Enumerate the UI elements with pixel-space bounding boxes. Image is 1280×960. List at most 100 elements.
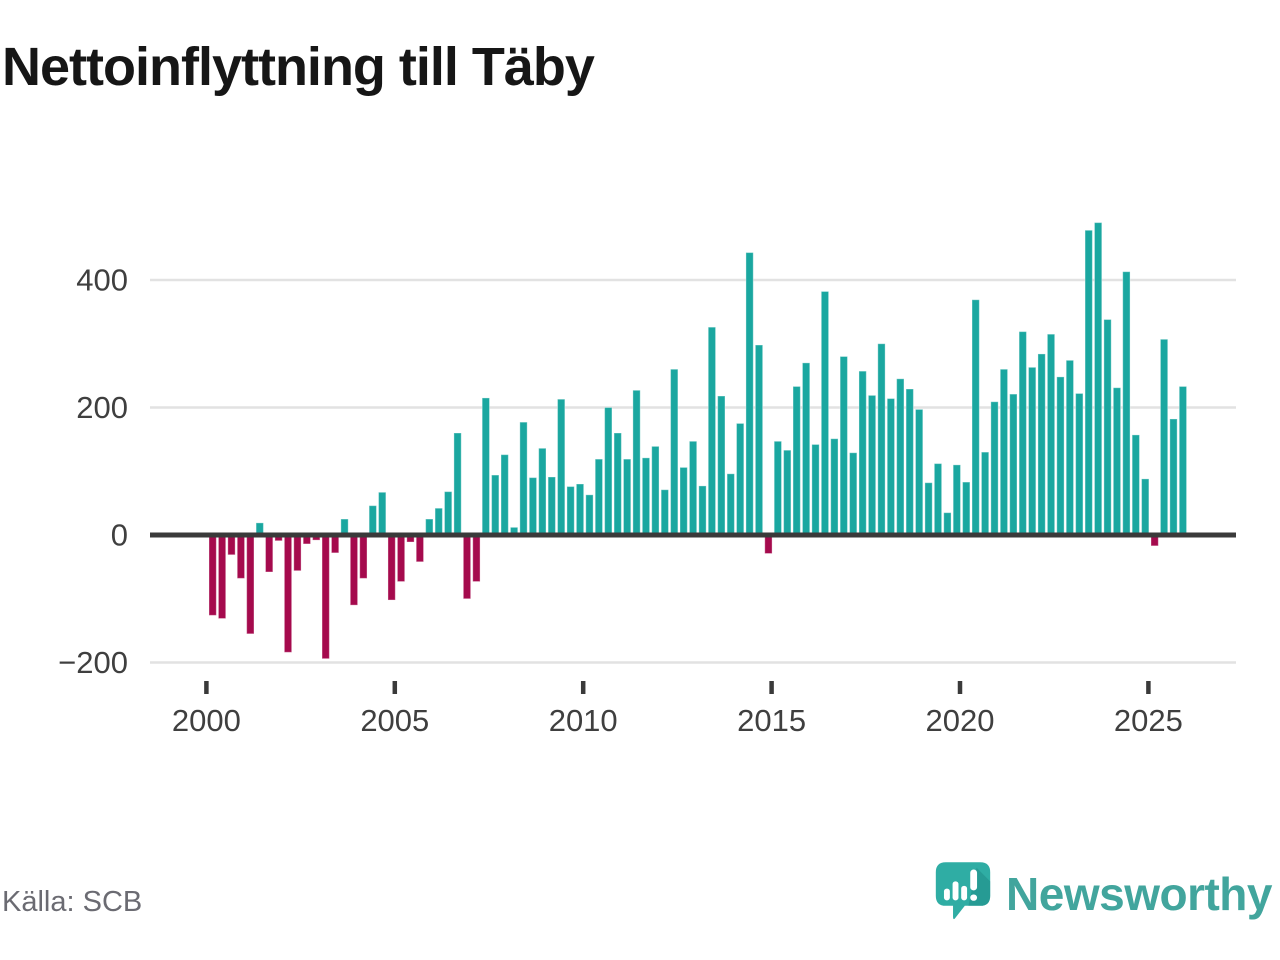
- data-bar: [217, 534, 227, 620]
- data-bar: [1169, 418, 1178, 536]
- newsworthy-logo-icon: [935, 862, 991, 920]
- data-bar: [830, 438, 839, 536]
- data-bar: [764, 534, 773, 554]
- data-bar: [933, 463, 943, 536]
- data-bar: [698, 485, 707, 536]
- data-bar: [1046, 333, 1056, 536]
- data-bar: [849, 452, 858, 536]
- data-bar: [359, 534, 368, 579]
- data-bar: [444, 491, 453, 536]
- y-axis-tick-label: 0: [111, 518, 128, 553]
- data-bar: [236, 534, 246, 579]
- data-bar: [557, 398, 566, 536]
- x-axis-tick-label: 2000: [172, 703, 241, 738]
- source-note: Källa: SCB: [2, 886, 143, 918]
- data-bar: [472, 534, 481, 583]
- data-bar: [481, 397, 490, 536]
- data-bar: [246, 534, 255, 635]
- data-bar: [1084, 229, 1093, 536]
- data-bar: [877, 343, 886, 536]
- data-bar: [349, 534, 359, 606]
- data-bar: [736, 422, 745, 536]
- data-bar: [896, 378, 905, 536]
- data-bar: [462, 534, 472, 600]
- data-bar: [415, 534, 425, 563]
- data-bar: [745, 252, 754, 536]
- data-bar: [801, 362, 811, 536]
- data-bar: [839, 356, 848, 536]
- data-bar: [886, 398, 896, 536]
- data-bar: [1093, 222, 1103, 536]
- data-bar: [566, 486, 575, 536]
- data-bar: [924, 482, 933, 536]
- data-bar: [707, 326, 717, 536]
- data-bar: [820, 290, 830, 536]
- data-bar: [1141, 478, 1150, 536]
- data-bar: [538, 447, 547, 536]
- data-bar: [622, 458, 632, 536]
- logo-exclamation-stroke: [970, 869, 978, 891]
- data-bar: [1037, 353, 1046, 536]
- data-bar: [585, 494, 594, 536]
- data-bar: [670, 368, 679, 536]
- data-bar: [632, 389, 641, 536]
- logo-exclamation-dot: [970, 894, 978, 901]
- data-bar: [867, 394, 877, 536]
- data-bar: [528, 477, 538, 536]
- data-bar: [378, 491, 387, 536]
- data-bar: [943, 512, 952, 536]
- data-bar: [679, 466, 688, 536]
- data-bar: [396, 534, 406, 583]
- data-bar: [330, 534, 340, 554]
- data-bar: [688, 440, 698, 536]
- data-bar: [227, 534, 236, 556]
- data-bar: [500, 454, 509, 536]
- brand-wordmark: Newsworthy: [1006, 868, 1272, 920]
- data-bar: [604, 407, 613, 536]
- y-axis-tick-label: 200: [76, 390, 128, 425]
- data-bar: [453, 432, 462, 536]
- data-bar: [754, 344, 764, 536]
- data-bar: [387, 534, 396, 601]
- x-axis-tick-label: 2010: [549, 703, 618, 738]
- data-bar: [1103, 319, 1112, 536]
- data-bar: [208, 534, 217, 616]
- data-bar: [575, 483, 585, 536]
- data-bar: [980, 451, 990, 536]
- data-bar: [952, 464, 961, 536]
- x-axis-tick-label: 2025: [1114, 703, 1183, 738]
- logo-chart-bar: [944, 888, 950, 901]
- data-bar: [660, 489, 669, 536]
- x-axis-tick-label: 2020: [926, 703, 995, 738]
- y-axis-tick-label: 400: [76, 263, 128, 298]
- chart-title: Nettoinflyttning till Täby: [2, 37, 595, 97]
- data-bar: [1159, 338, 1169, 536]
- data-bar: [368, 505, 377, 536]
- data-bar: [971, 299, 980, 536]
- data-bar: [651, 445, 660, 536]
- data-bar: [283, 534, 293, 653]
- data-bar: [321, 534, 330, 660]
- data-bar: [1075, 392, 1084, 536]
- logo-chart-bar: [952, 881, 959, 901]
- data-bar: [990, 401, 999, 536]
- data-bar: [999, 368, 1009, 536]
- data-bar: [1009, 393, 1018, 536]
- data-bar: [1178, 385, 1188, 536]
- data-bar: [293, 534, 302, 572]
- data-bar: [491, 474, 500, 536]
- data-bar: [792, 385, 801, 536]
- data-bar: [1131, 434, 1140, 536]
- data-bar: [594, 458, 604, 536]
- data-bar: [858, 370, 867, 536]
- data-bar: [1065, 359, 1075, 536]
- data-bar: [547, 476, 556, 536]
- data-bar: [1112, 387, 1122, 536]
- data-bar: [1028, 366, 1037, 536]
- data-bar: [613, 432, 622, 536]
- data-bar: [265, 534, 274, 573]
- logo-chart-bar: [961, 885, 968, 901]
- data-bar: [811, 443, 820, 536]
